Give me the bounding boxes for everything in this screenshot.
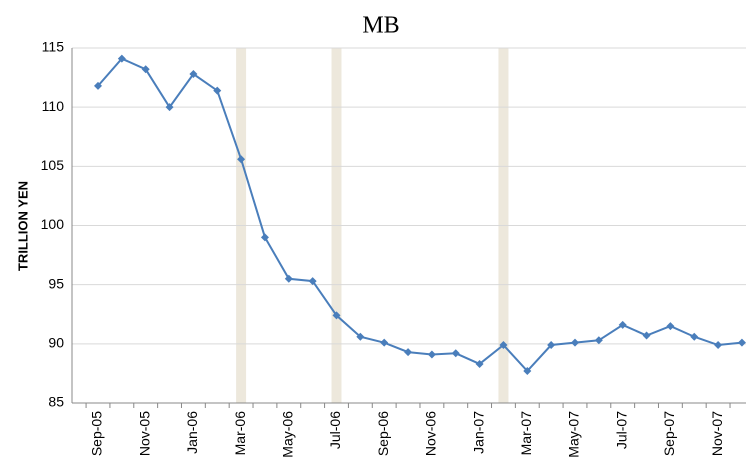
x-tick-label: Sep-05 [89, 411, 105, 456]
data-point [332, 311, 341, 320]
data-point [547, 341, 556, 350]
y-tick-label: 85 [48, 394, 64, 410]
data-point [571, 338, 579, 347]
data-point [141, 65, 150, 74]
x-tick-label: May-07 [566, 411, 582, 458]
data-point [499, 341, 508, 350]
y-tick-label: 100 [41, 216, 65, 232]
data-point [117, 54, 126, 63]
data-point [642, 331, 651, 340]
data-point [94, 81, 102, 90]
x-tick-label: Mar-07 [518, 411, 534, 456]
data-point [618, 320, 627, 329]
data-point [165, 103, 174, 112]
data-point [666, 322, 675, 331]
data-point [404, 348, 413, 357]
data-point [380, 338, 389, 347]
data-point [284, 274, 293, 283]
data-point [451, 349, 460, 358]
data-point [714, 341, 723, 350]
x-tick-label: Mar-06 [232, 411, 248, 456]
data-point [213, 86, 222, 95]
data-point [260, 233, 269, 242]
x-tick-label: Nov-05 [136, 411, 152, 456]
data-point [189, 70, 198, 79]
data-point [237, 155, 246, 164]
data-point [737, 338, 746, 347]
y-tick-label: 115 [42, 39, 65, 55]
x-tick-label: Sep-07 [661, 411, 677, 456]
y-tick-label: 105 [41, 157, 65, 173]
data-point [356, 332, 365, 341]
y-axis-label: TRILLION YEN [15, 181, 30, 271]
x-tick-label: Nov-06 [423, 411, 439, 456]
series-line [97, 57, 743, 373]
x-tick-label: Jan-06 [184, 411, 200, 454]
data-point [475, 359, 484, 368]
y-tick-label: 95 [48, 275, 64, 291]
data-point [427, 350, 436, 359]
data-point [523, 367, 532, 376]
x-tick-label: Jul-07 [613, 411, 629, 449]
x-tick-label: May-06 [280, 411, 296, 458]
chart-title: MB [362, 13, 399, 39]
x-tick-label: Nov-07 [709, 411, 725, 456]
y-tick-label: 90 [48, 335, 64, 351]
data-point [594, 336, 603, 345]
data-point [308, 277, 317, 286]
x-tick-label: Jan-07 [470, 411, 486, 454]
x-tick-label: Sep-06 [375, 411, 391, 456]
y-tick-label: 110 [42, 98, 65, 114]
x-tick-label: Jul-06 [327, 411, 343, 449]
data-point [690, 332, 699, 341]
